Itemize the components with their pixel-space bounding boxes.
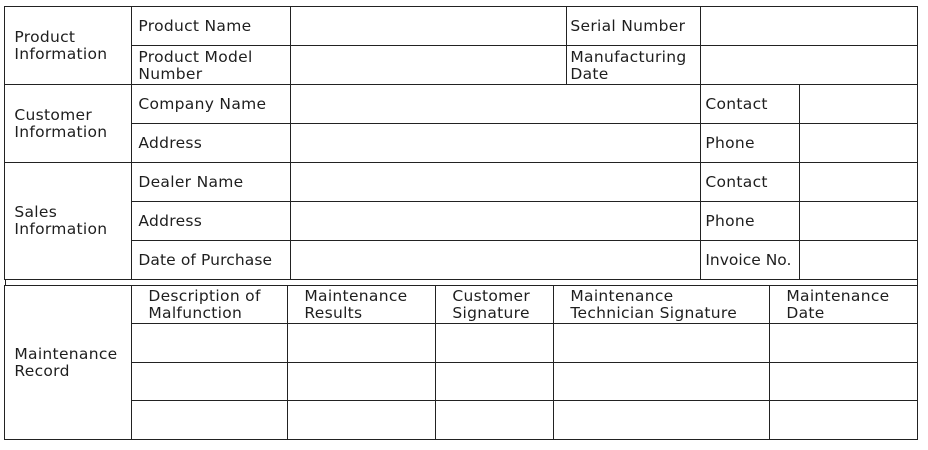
- label-invoice-no: Invoice No.: [700, 240, 801, 281]
- label-text: Phone: [705, 133, 755, 152]
- label-text: Company Name: [138, 94, 267, 113]
- label-text: Address: [138, 133, 203, 152]
- dealer-name-field[interactable]: [290, 162, 702, 203]
- section-divider: [5, 280, 918, 286]
- maintenance-cell[interactable]: [287, 400, 437, 441]
- maintenance-cell[interactable]: [131, 323, 289, 364]
- label-customer-phone: Phone: [700, 123, 801, 164]
- maintenance-cell[interactable]: [553, 323, 771, 364]
- column-header-text: Description of Malfunction: [148, 287, 261, 323]
- customer-address-field[interactable]: [290, 123, 702, 164]
- company-name-field[interactable]: [290, 84, 702, 125]
- maintenance-cell[interactable]: [131, 362, 289, 402]
- label-text: Product Model Number: [138, 48, 253, 84]
- label-serial-number: Serial Number: [566, 6, 702, 47]
- section-customer-information: Customer Information: [4, 84, 133, 164]
- label-date-of-purchase: Date of Purchase: [131, 240, 292, 281]
- maintenance-cell[interactable]: [287, 323, 437, 364]
- product-name-field[interactable]: [290, 6, 568, 47]
- label-dealer-contact: Contact: [700, 162, 801, 203]
- label-customer-contact: Contact: [700, 84, 801, 125]
- label-text: Manufacturing Date: [570, 48, 687, 84]
- serial-number-field[interactable]: [700, 6, 919, 47]
- label-dealer-phone: Phone: [700, 201, 801, 242]
- section-label: Maintenance Record: [14, 344, 118, 380]
- label-text: Address: [138, 211, 203, 230]
- label-customer-address: Address: [131, 123, 292, 164]
- customer-phone-field[interactable]: [799, 123, 919, 164]
- column-header-text: Maintenance Results: [304, 287, 408, 323]
- customer-contact-field[interactable]: [799, 84, 919, 125]
- section-product-information: Product Information: [4, 6, 133, 86]
- label-text: Product Name: [138, 16, 252, 35]
- maintenance-cell[interactable]: [769, 323, 919, 364]
- label-text: Invoice No.: [705, 250, 792, 269]
- section-maintenance-record: Maintenance Record: [4, 285, 133, 441]
- label-text: Date of Purchase: [138, 250, 273, 269]
- invoice-no-field[interactable]: [799, 240, 919, 281]
- column-header-text: Maintenance Technician Signature: [570, 287, 738, 323]
- section-sales-information: Sales Information: [4, 162, 133, 281]
- column-header-text: Maintenance Date: [786, 287, 890, 323]
- column-header-results: Maintenance Results: [287, 285, 437, 325]
- section-label: Product Information: [14, 27, 108, 63]
- label-manufacturing-date: Manufacturing Date: [566, 45, 702, 86]
- date-of-purchase-field[interactable]: [290, 240, 702, 281]
- maintenance-cell[interactable]: [435, 400, 555, 441]
- column-header-technician-signature: Maintenance Technician Signature: [553, 285, 771, 325]
- maintenance-cell[interactable]: [769, 400, 919, 441]
- dealer-phone-field[interactable]: [799, 201, 919, 242]
- maintenance-cell[interactable]: [553, 400, 771, 441]
- label-text: Serial Number: [570, 16, 686, 35]
- dealer-address-field[interactable]: [290, 201, 702, 242]
- maintenance-cell[interactable]: [131, 400, 289, 441]
- label-dealer-address: Address: [131, 201, 292, 242]
- product-model-number-field[interactable]: [290, 45, 568, 86]
- maintenance-cell[interactable]: [435, 362, 555, 402]
- label-company-name: Company Name: [131, 84, 292, 125]
- label-text: Dealer Name: [138, 172, 244, 191]
- maintenance-cell[interactable]: [435, 323, 555, 364]
- label-dealer-name: Dealer Name: [131, 162, 292, 203]
- label-text: Contact: [705, 172, 768, 191]
- dealer-contact-field[interactable]: [799, 162, 919, 203]
- column-header-maintenance-date: Maintenance Date: [769, 285, 919, 325]
- column-header-text: Customer Signature: [452, 287, 531, 323]
- section-label: Sales Information: [14, 203, 108, 239]
- label-product-name: Product Name: [131, 6, 292, 47]
- maintenance-cell[interactable]: [769, 362, 919, 402]
- label-text: Phone: [705, 211, 755, 230]
- maintenance-cell[interactable]: [287, 362, 437, 402]
- section-label: Customer Information: [14, 105, 108, 141]
- maintenance-cell[interactable]: [553, 362, 771, 402]
- manufacturing-date-field[interactable]: [700, 45, 919, 86]
- column-header-customer-signature: Customer Signature: [435, 285, 555, 325]
- label-product-model-number: Product Model Number: [131, 45, 292, 86]
- column-header-description: Description of Malfunction: [131, 285, 289, 325]
- label-text: Contact: [705, 94, 768, 113]
